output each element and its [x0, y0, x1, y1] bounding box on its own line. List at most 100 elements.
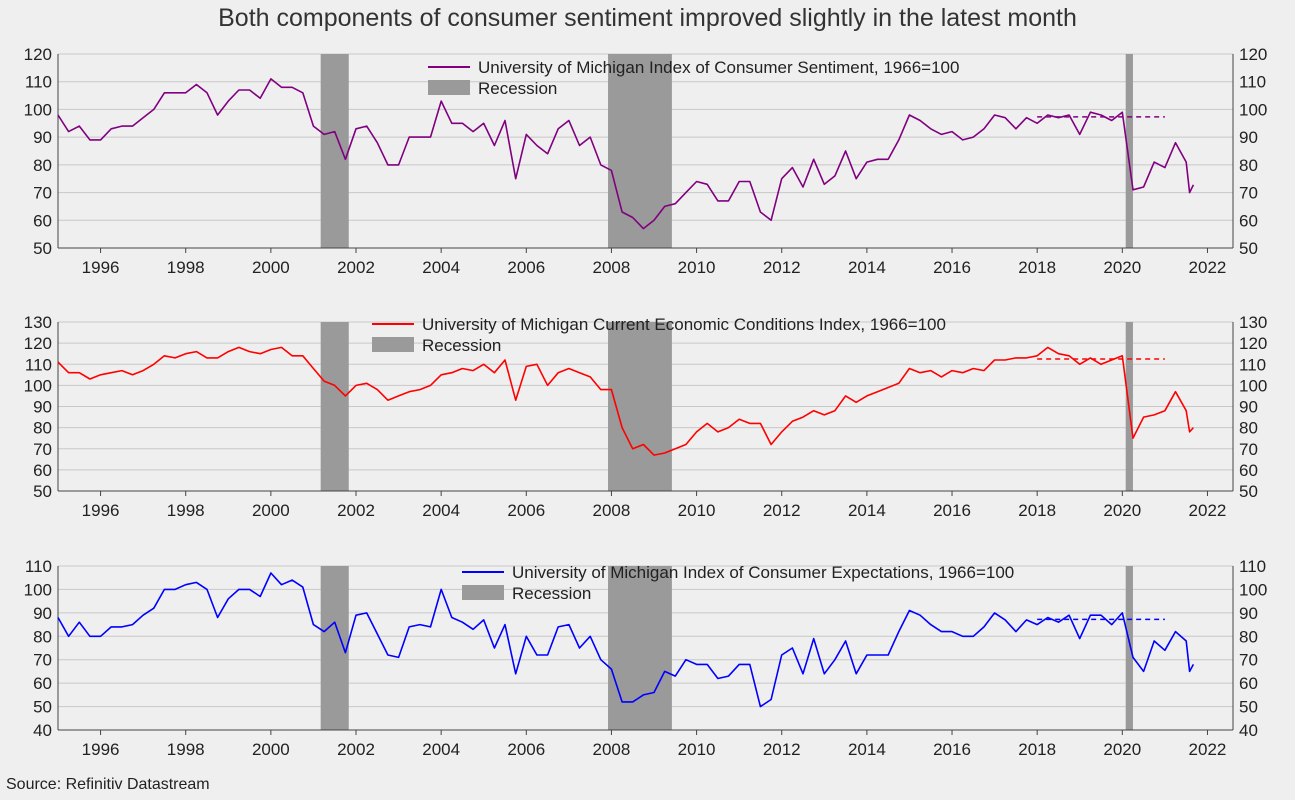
y-tick-label-right: 90	[1239, 604, 1258, 623]
x-tick-label: 2016	[933, 740, 971, 759]
legend-series-label: University of Michigan Current Economic …	[422, 315, 946, 334]
x-tick-label: 2010	[678, 258, 716, 277]
x-tick-label: 2012	[763, 501, 801, 520]
recession-band	[1125, 54, 1133, 248]
x-tick-label: 1996	[82, 740, 120, 759]
x-tick-label: 2000	[252, 501, 290, 520]
y-tick-label-left: 110	[25, 73, 52, 92]
x-tick-label: 2018	[1018, 501, 1056, 520]
y-tick-label-right: 120	[1239, 334, 1267, 353]
y-tick-label-right: 70	[1239, 651, 1258, 670]
x-tick-label: 2016	[933, 501, 971, 520]
x-tick-label: 2016	[933, 258, 971, 277]
recession-band	[320, 54, 349, 248]
y-tick-label-left: 110	[25, 355, 52, 374]
y-tick-label-right: 110	[1239, 557, 1266, 576]
y-tick-label-left: 100	[24, 376, 52, 395]
y-tick-label-right: 120	[1239, 45, 1267, 64]
x-tick-label: 2008	[593, 258, 631, 277]
y-tick-label-left: 110	[25, 557, 52, 576]
y-tick-label-left: 60	[33, 674, 52, 693]
legend-recession-swatch	[372, 337, 414, 352]
chart-title: Both components of consumer sentiment im…	[218, 4, 1077, 32]
source-note: Source: Refinitiv Datastream	[6, 776, 210, 793]
y-tick-label-left: 100	[24, 100, 52, 119]
y-tick-label-right: 100	[1239, 580, 1267, 599]
x-tick-label: 2000	[252, 258, 290, 277]
recession-band	[320, 322, 349, 491]
y-tick-label-left: 70	[33, 440, 52, 459]
x-tick-label: 2012	[763, 740, 801, 759]
x-tick-label: 1998	[167, 258, 205, 277]
x-tick-label: 2010	[678, 501, 716, 520]
x-tick-label: 2006	[507, 258, 545, 277]
x-tick-label: 2014	[848, 501, 886, 520]
legend-recession-swatch	[428, 80, 470, 95]
recession-band	[608, 322, 672, 491]
x-tick-label: 2014	[848, 258, 886, 277]
recession-band	[608, 54, 672, 248]
legend-recession-label: Recession	[478, 79, 557, 98]
y-tick-label-right: 70	[1239, 184, 1258, 203]
y-tick-label-left: 130	[24, 313, 52, 332]
recession-band	[1125, 566, 1133, 730]
x-tick-label: 2022	[1189, 258, 1227, 277]
x-tick-label: 2018	[1018, 258, 1056, 277]
x-tick-label: 2002	[337, 740, 375, 759]
x-tick-label: 2018	[1018, 740, 1056, 759]
y-tick-label-left: 80	[33, 627, 52, 646]
x-tick-label: 2022	[1189, 740, 1227, 759]
y-tick-label-right: 60	[1239, 211, 1258, 230]
x-tick-label: 2002	[337, 258, 375, 277]
legend-recession-label: Recession	[422, 336, 501, 355]
y-tick-label-right: 50	[1239, 482, 1258, 501]
y-tick-label-right: 50	[1239, 698, 1258, 717]
panel-3: 40 40 50 50 60 60 70 70 80 80 90 90 100 100 110 110 1996…	[24, 557, 1268, 759]
y-tick-label-right: 80	[1239, 419, 1258, 438]
y-tick-label-left: 120	[24, 45, 52, 64]
x-tick-label: 2006	[507, 501, 545, 520]
x-tick-label: 2020	[1103, 740, 1141, 759]
y-tick-label-right: 90	[1239, 398, 1258, 417]
y-tick-label-left: 90	[33, 604, 52, 623]
legend-series-label: University of Michigan Index of Consumer…	[478, 58, 959, 77]
y-tick-label-left: 80	[33, 419, 52, 438]
y-tick-label-left: 60	[33, 211, 52, 230]
y-tick-label-right: 110	[1239, 355, 1266, 374]
series-line	[57, 572, 1195, 708]
y-tick-label-right: 50	[1239, 239, 1258, 258]
y-tick-label-right: 40	[1239, 721, 1258, 740]
y-tick-label-right: 100	[1239, 376, 1267, 395]
x-tick-label: 2002	[337, 501, 375, 520]
y-tick-label-left: 90	[33, 398, 52, 417]
x-tick-label: 2020	[1103, 258, 1141, 277]
series-line	[57, 346, 1194, 456]
x-tick-label: 1996	[82, 258, 120, 277]
y-tick-label-left: 70	[33, 651, 52, 670]
x-tick-label: 2004	[422, 258, 460, 277]
y-tick-label-right: 110	[1239, 73, 1266, 92]
x-tick-label: 2004	[422, 740, 460, 759]
x-tick-label: 2012	[763, 258, 801, 277]
x-tick-label: 1996	[82, 501, 120, 520]
y-tick-label-right: 70	[1239, 440, 1258, 459]
y-tick-label-right: 60	[1239, 461, 1258, 480]
x-tick-label: 2010	[678, 740, 716, 759]
x-tick-label: 2008	[593, 501, 631, 520]
y-tick-label-left: 120	[24, 334, 52, 353]
y-tick-label-right: 130	[1239, 313, 1267, 332]
recession-band	[608, 566, 672, 730]
y-tick-label-left: 90	[33, 128, 52, 147]
y-tick-label-left: 80	[33, 156, 52, 175]
y-tick-label-right: 100	[1239, 100, 1267, 119]
x-tick-label: 2020	[1103, 501, 1141, 520]
panel-1: 50 50 60 60 70 70 80 80 90 90 100 100 110 110 120 120 19…	[24, 45, 1268, 277]
legend-recession-label: Recession	[512, 584, 591, 603]
y-tick-label-right: 60	[1239, 674, 1258, 693]
series-line	[57, 78, 1195, 230]
x-tick-label: 1998	[167, 740, 205, 759]
y-tick-label-left: 100	[24, 580, 52, 599]
y-tick-label-right: 80	[1239, 156, 1258, 175]
y-tick-label-left: 70	[33, 184, 52, 203]
